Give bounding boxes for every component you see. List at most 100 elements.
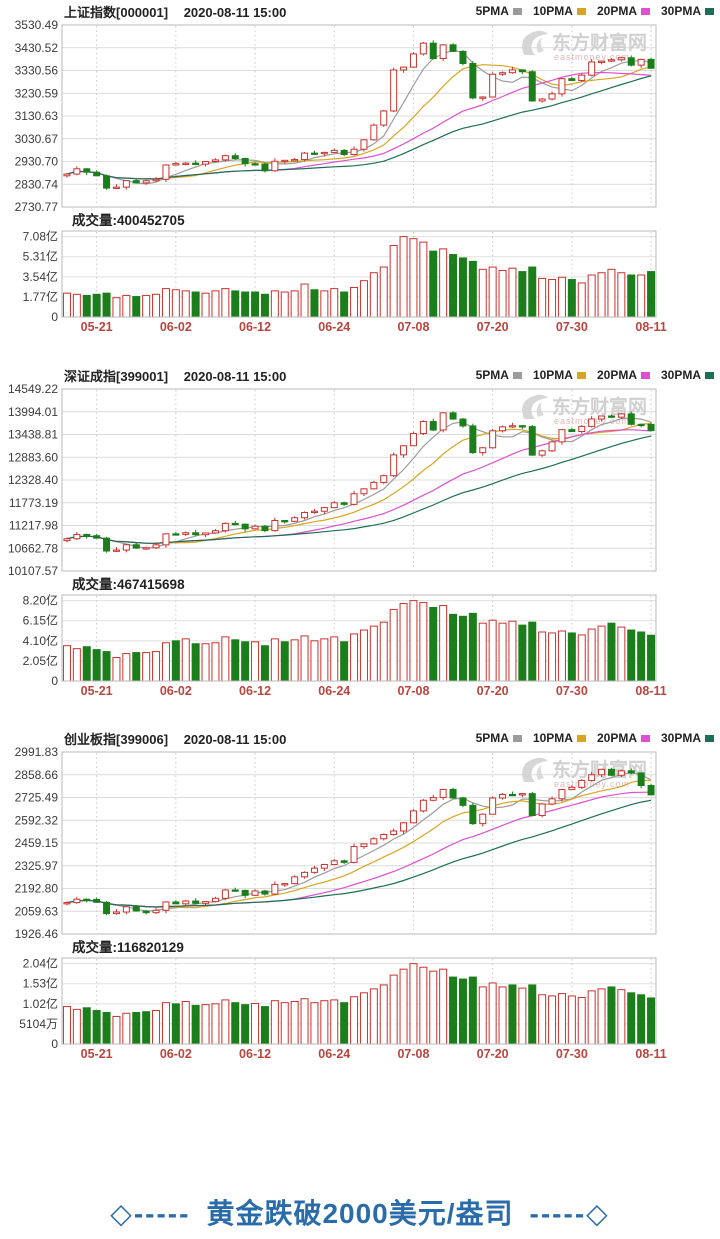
legend-item-10pma: 10PMA [533,731,586,745]
svg-text:3530.49: 3530.49 [15,18,59,32]
svg-text:1926.46: 1926.46 [15,927,59,941]
index-code: [399001] [116,368,169,384]
svg-text:0: 0 [51,1037,58,1051]
headline-text: 黄金跌破2000美元/盎司 [206,1198,514,1229]
legend-item-10pma: 10PMA [533,4,586,18]
chart-datetime: 2020-08-11 15:00 [183,368,287,384]
legend-swatch-20pma-icon [640,7,650,15]
svg-text:2930.70: 2930.70 [15,155,59,169]
svg-text:东方财富网: 东方财富网 [552,31,647,54]
index-name: 创业板指 [64,731,117,747]
legend-swatch-10pma-icon [576,7,586,15]
svg-text:3430.52: 3430.52 [15,41,59,55]
svg-text:13438.81: 13438.81 [8,428,58,442]
svg-text:12883.60: 12883.60 [8,450,58,464]
index-name: 深证成指 [64,368,117,384]
legend-swatch-20pma-icon [640,734,650,742]
chart-header: 深证成指[399001] 2020-08-11 15:00 5PMA 10PMA… [64,366,714,384]
svg-text:06-12: 06-12 [239,684,271,698]
legend-item-20pma: 20PMA [597,4,650,18]
price-volume-chart-canvas: 2991.83 2858.66 2725.49 2592.32 2459.15 2325.… [15,745,667,1061]
svg-text:2.04亿: 2.04亿 [23,956,58,971]
svg-text:2459.15: 2459.15 [15,836,59,850]
svg-text:07-20: 07-20 [477,1047,509,1061]
legend-item-5pma: 5PMA [476,731,522,745]
chart-datetime: 2020-08-11 15:00 [183,4,287,20]
legend-swatch-30pma-icon [705,371,714,379]
svg-text:13994.01: 13994.01 [8,405,58,419]
legend-swatch-5pma-icon [512,371,522,379]
svg-text:5104万: 5104万 [19,1017,58,1031]
svg-text:06-02: 06-02 [160,1047,192,1061]
shanghai-index-chart: 上证指数[000001] 2020-08-11 15:00 5PMA 10PMA… [0,0,720,345]
svg-text:08-11: 08-11 [635,684,666,698]
svg-text:东方财富网: 东方财富网 [552,395,647,418]
svg-text:2991.83: 2991.83 [15,745,59,759]
svg-text:07-08: 07-08 [397,684,429,698]
chart-header: 上证指数[000001] 2020-08-11 15:00 5PMA 10PMA… [64,2,714,20]
svg-text:3.54亿: 3.54亿 [23,269,58,284]
index-code: [000001] [116,4,169,20]
svg-text:06-24: 06-24 [318,684,350,698]
svg-text:07-30: 07-30 [556,1047,588,1061]
svg-text:1.02亿: 1.02亿 [23,996,58,1011]
chart-title: 创业板指[399006] 2020-08-11 15:00 [64,729,286,748]
svg-text:07-08: 07-08 [397,1047,429,1061]
svg-text:06-12: 06-12 [239,1047,271,1061]
legend-swatch-10pma-icon [576,734,586,742]
svg-text:07-30: 07-30 [556,320,588,334]
volume-title: 成交量:116820129 [72,940,184,955]
chinext-index-chart: 创业板指[399006] 2020-08-11 15:00 5PMA 10PMA… [0,727,720,1072]
svg-text:3230.59: 3230.59 [15,86,59,100]
chart-title: 深证成指[399001] 2020-08-11 15:00 [64,366,286,385]
legend-item-5pma: 5PMA [476,368,522,382]
svg-text:1.77亿: 1.77亿 [23,289,58,304]
svg-text:06-12: 06-12 [239,320,271,334]
volume-title: 成交量:400452705 [72,213,185,228]
svg-text:0: 0 [51,674,58,688]
svg-text:2730.77: 2730.77 [15,200,59,214]
svg-text:11773.19: 11773.19 [9,496,58,510]
svg-text:14549.22: 14549.22 [8,382,58,396]
ma-legend: 5PMA 10PMA 20PMA 30PMA [476,4,714,18]
chart-header: 创业板指[399006] 2020-08-11 15:00 5PMA 10PMA… [64,729,714,747]
svg-text:2059.63: 2059.63 [15,904,59,918]
svg-text:12328.40: 12328.40 [8,473,58,487]
svg-text:07-20: 07-20 [477,684,509,698]
legend-item-20pma: 20PMA [597,368,650,382]
shenzhen-index-chart: 深证成指[399001] 2020-08-11 15:00 5PMA 10PMA… [0,364,720,709]
svg-text:4.10亿: 4.10亿 [23,633,58,648]
svg-text:06-02: 06-02 [160,320,192,334]
svg-text:10662.78: 10662.78 [8,541,58,555]
svg-text:10107.57: 10107.57 [8,564,58,578]
legend-item-30pma: 30PMA [661,368,714,382]
svg-text:1.53亿: 1.53亿 [23,976,58,991]
svg-text:2.05亿: 2.05亿 [23,653,58,668]
volume-title: 成交量:467415698 [72,577,185,592]
svg-text:3330.56: 3330.56 [15,64,59,78]
svg-text:2858.66: 2858.66 [15,768,59,782]
svg-text:6.15亿: 6.15亿 [23,613,58,628]
legend-swatch-5pma-icon [512,7,522,15]
svg-text:5.31亿: 5.31亿 [23,249,58,264]
svg-text:07-20: 07-20 [477,320,509,334]
svg-text:2192.80: 2192.80 [15,882,59,896]
chart-title: 上证指数[000001] 2020-08-11 15:00 [64,2,286,21]
index-name: 上证指数 [64,4,117,20]
svg-text:05-21: 05-21 [81,1047,113,1061]
news-headline: ◇----- 黄金跌破2000美元/盎司 -----◇ [0,1192,720,1232]
svg-text:2830.74: 2830.74 [15,177,59,191]
svg-text:eastmoney.com: eastmoney.com [554,52,630,62]
legend-item-30pma: 30PMA [661,4,714,18]
svg-text:05-21: 05-21 [81,320,113,334]
svg-text:11217.98: 11217.98 [9,519,58,533]
legend-swatch-5pma-icon [512,734,522,742]
svg-text:2325.97: 2325.97 [15,859,59,873]
legend-swatch-30pma-icon [705,7,714,15]
svg-text:08-11: 08-11 [635,1047,666,1061]
headline-ornament-right: -----◇ [529,1198,610,1229]
svg-text:0: 0 [51,310,58,324]
svg-text:06-24: 06-24 [318,320,350,334]
legend-swatch-20pma-icon [640,371,650,379]
svg-text:06-24: 06-24 [318,1047,350,1061]
